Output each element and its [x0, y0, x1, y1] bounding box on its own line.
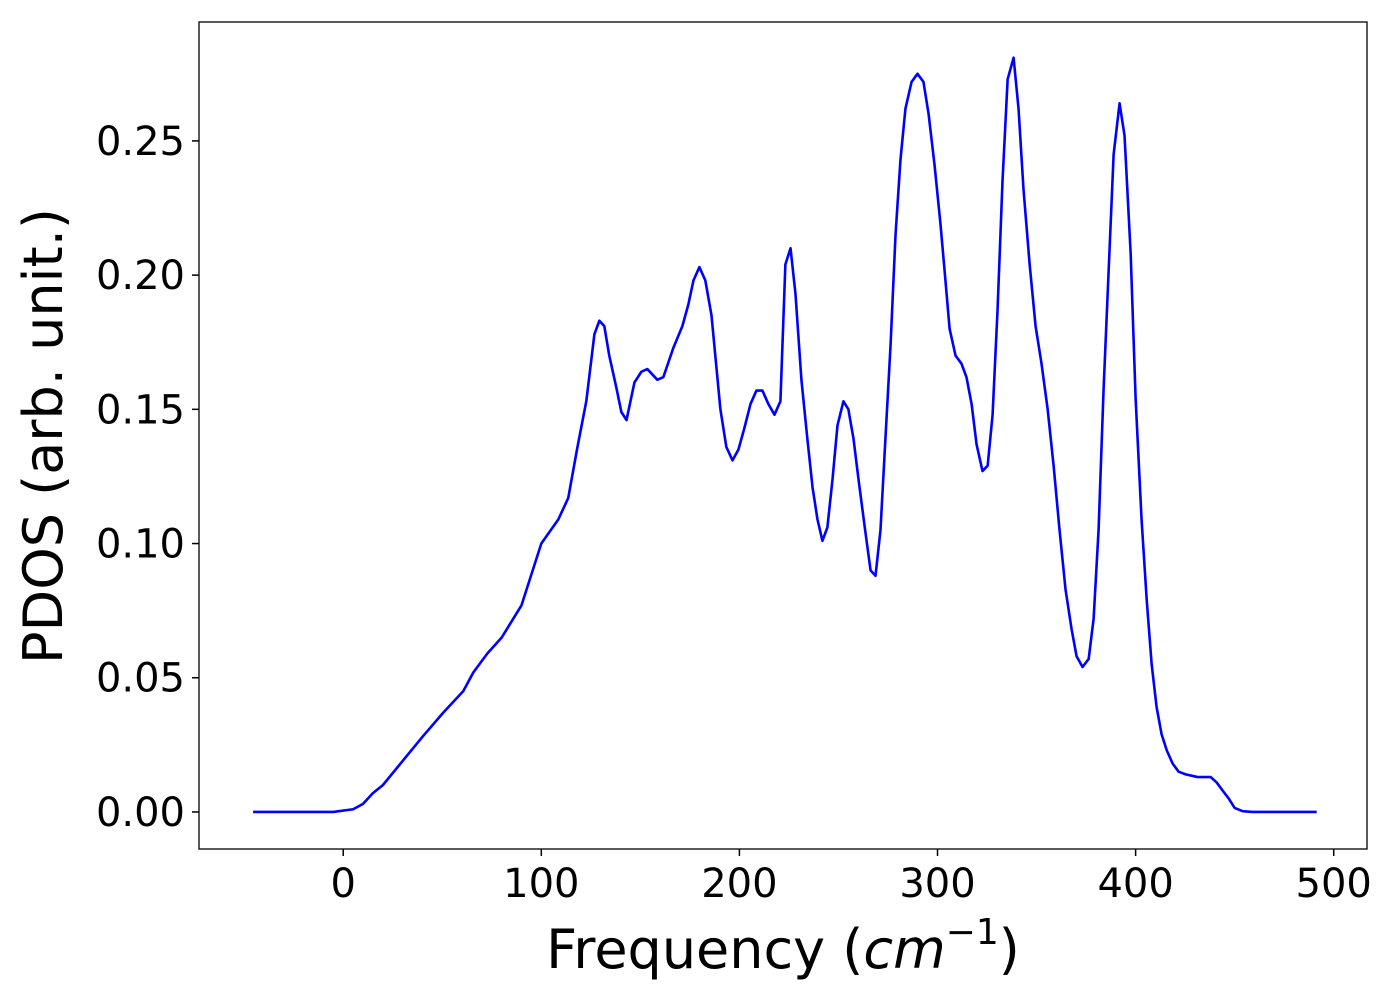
- x-label-text: Frequency (: [546, 918, 863, 981]
- y-tick-label: 0.15: [96, 387, 185, 433]
- y-tick-label: 0.25: [96, 119, 185, 165]
- x-tick-label: 100: [503, 861, 579, 907]
- y-tick-label: 0.10: [96, 522, 185, 568]
- x-tick-label: 200: [701, 861, 777, 907]
- x-label-close: ): [999, 918, 1020, 981]
- x-label-exponent: −1: [946, 912, 999, 953]
- y-axis-label: PDOS (arb. unit.): [12, 208, 75, 664]
- plot-frame: [198, 21, 1368, 850]
- x-tick-label: 400: [1097, 861, 1173, 907]
- y-tick-label: 0.05: [96, 656, 185, 702]
- y-tick-label: 0.20: [96, 253, 185, 299]
- data-line: [253, 56, 1317, 814]
- x-axis-label: Frequency (cm−1): [546, 912, 1020, 981]
- x-label-unit: cm: [863, 918, 945, 981]
- x-tick-label: 500: [1296, 861, 1372, 907]
- y-tick-label: 0.00: [96, 790, 185, 836]
- x-tick-label: 300: [899, 861, 975, 907]
- x-tick-label: 0: [330, 861, 355, 907]
